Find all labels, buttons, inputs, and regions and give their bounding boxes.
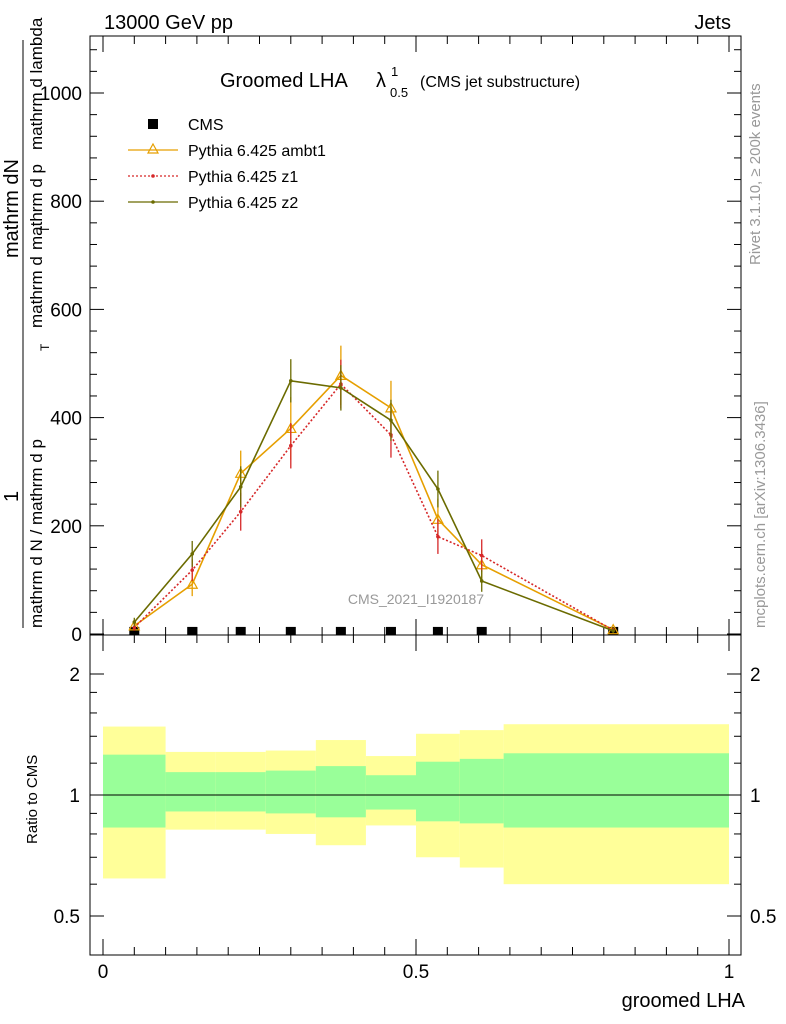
y-label-numerator-2: mathrm dN bbox=[1, 159, 23, 258]
data-point-pythia-6-425-z2 bbox=[190, 552, 195, 556]
watermark: CMS_2021_I1920187 bbox=[348, 591, 484, 607]
data-point-pythia-6-425-z1 bbox=[190, 568, 195, 572]
data-point-pythia-6-425-z2 bbox=[339, 386, 343, 390]
ratio-y-tick-label: 1 bbox=[69, 786, 80, 807]
data-point-pythia-6-425-z2 bbox=[132, 620, 137, 624]
data-point-pythia-6-425-z2 bbox=[479, 579, 484, 583]
main-series-layer bbox=[128, 345, 620, 635]
ratio-band-green bbox=[103, 754, 166, 828]
ratio-y-tick-label-right: 1 bbox=[750, 786, 761, 807]
y-label-denominator-3: mathrm d lambda bbox=[27, 17, 46, 150]
header-jets: Jets bbox=[694, 12, 731, 34]
plot-title-sub: 0.5 bbox=[390, 85, 408, 100]
data-point-cms bbox=[335, 626, 346, 635]
legend-cms-marker bbox=[148, 119, 158, 129]
main-y-tick-label: 400 bbox=[50, 409, 82, 430]
data-point-pythia-6-425-z2 bbox=[611, 628, 615, 633]
data-point-cms bbox=[129, 626, 140, 635]
data-point-pythia-6-425-z1 bbox=[132, 625, 137, 630]
main-y-tick-label: 800 bbox=[50, 192, 82, 213]
y-label-numerator-1: 1 bbox=[1, 491, 23, 502]
main-y-tick-label: 1000 bbox=[40, 84, 82, 105]
ratio-y-tick-label-right: 2 bbox=[750, 665, 761, 686]
ratio-x-tick-label: 0.5 bbox=[403, 962, 429, 983]
legend-ambt1-label: Pythia 6.425 ambt1 bbox=[188, 143, 326, 160]
ratio-y-axis: 0.5 0.5 1 1 2 2 bbox=[54, 665, 777, 928]
plot-title: Groomed LHA λ 1 0.5 (CMS jet substructur… bbox=[220, 64, 580, 100]
side-label-mcplots: mcplots.cern.ch [arXiv:1306.3436] bbox=[752, 401, 769, 628]
y-label-denominator-1: mathrm d N / mathrm d p bbox=[27, 439, 46, 628]
data-point-pythia-6-425-ambt1 bbox=[186, 577, 199, 589]
data-point-pythia-6-425-z2 bbox=[389, 418, 393, 423]
ratio-x-tick-label: 1 bbox=[724, 962, 735, 983]
ratio-band-green bbox=[416, 761, 460, 822]
ratio-y-tick-label-right: 0.5 bbox=[750, 907, 776, 928]
ratio-band-green bbox=[215, 772, 266, 812]
data-point-pythia-6-425-z1 bbox=[436, 534, 440, 539]
data-point-cms bbox=[285, 626, 296, 635]
data-point-pythia-6-425-z2 bbox=[238, 485, 243, 489]
y-label-denominator-2: mathrm d p bbox=[27, 164, 46, 250]
ratio-plot: 0.5 0.51 12 2 0 0.5 1 Ratio to CMS groomed LH… bbox=[24, 634, 777, 1012]
ratio-bands bbox=[103, 724, 729, 885]
y-label-subscript-2: T bbox=[38, 225, 52, 233]
plot-title-sup: 1 bbox=[391, 64, 398, 79]
ratio-y-label: Ratio to CMS bbox=[24, 755, 41, 844]
side-label-rivet: Rivet 3.1.10, ≥ 200k events bbox=[747, 83, 764, 265]
plot-title-lambda: λ bbox=[376, 70, 386, 92]
main-y-axis: 0 200 400 600 800 1000 bbox=[40, 49, 741, 646]
plot-title-main: Groomed LHA bbox=[220, 70, 348, 92]
ratio-y-tick-label: 2 bbox=[69, 665, 80, 686]
ratio-band-green bbox=[459, 758, 504, 824]
legend-z1-marker bbox=[151, 174, 155, 178]
y-label-subscript-1: T bbox=[38, 343, 52, 351]
ratio-band-green bbox=[265, 770, 316, 814]
main-y-tick-label: 0 bbox=[71, 625, 82, 646]
legend-cms-label: CMS bbox=[188, 117, 224, 134]
data-point-cms bbox=[432, 626, 443, 635]
main-plot: 0 200 400 600 800 1000 CMS_2021_I1920187 Groo… bbox=[1, 17, 742, 646]
main-y-label: 1 mathrm dN mathrm d N / mathrm d p math… bbox=[1, 17, 52, 628]
ratio-band-green bbox=[503, 753, 729, 828]
x-axis-label: groomed LHA bbox=[622, 990, 746, 1012]
ratio-y-tick-label: 0.5 bbox=[54, 907, 80, 928]
main-y-tick-label: 600 bbox=[50, 300, 82, 321]
data-point-cms bbox=[385, 626, 396, 635]
header-energy: 13000 GeV pp bbox=[104, 12, 233, 34]
ratio-band-green bbox=[315, 766, 366, 818]
ratio-band-green bbox=[165, 772, 216, 812]
legend-z2-label: Pythia 6.425 z2 bbox=[188, 195, 298, 212]
data-point-cms bbox=[187, 626, 198, 635]
main-y-tick-label: 200 bbox=[50, 517, 82, 538]
legend: CMS Pythia 6.425 ambt1 Pythia 6.425 z1 P… bbox=[128, 117, 326, 212]
y-label-denominator-mid: mathrm d bbox=[27, 256, 46, 328]
data-point-pythia-6-425-z1 bbox=[479, 553, 484, 558]
data-point-cms bbox=[235, 626, 246, 635]
data-point-pythia-6-425-z1 bbox=[289, 443, 293, 448]
data-point-pythia-6-425-z1 bbox=[238, 509, 243, 514]
legend-z1-label: Pythia 6.425 z1 bbox=[188, 169, 298, 186]
ratio-band-green bbox=[365, 775, 416, 810]
ratio-x-tick-label: 0 bbox=[98, 962, 109, 983]
legend-ambt1-marker bbox=[146, 142, 160, 154]
data-point-pythia-6-425-z2 bbox=[289, 379, 293, 383]
data-point-pythia-6-425-z2 bbox=[436, 487, 440, 491]
legend-z2-marker bbox=[151, 200, 155, 204]
data-point-cms bbox=[476, 626, 487, 635]
plot-title-suffix: (CMS jet substructure) bbox=[420, 74, 580, 91]
ratio-x-axis: 0 0.5 1 bbox=[98, 635, 735, 983]
